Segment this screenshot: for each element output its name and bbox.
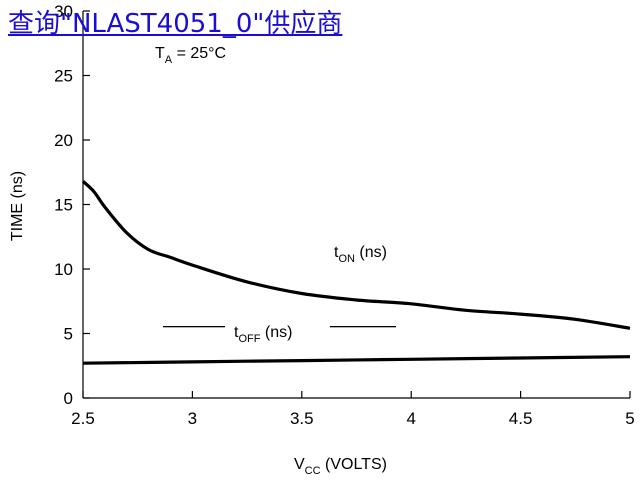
condition-annotation: TA = 25°C xyxy=(155,45,226,66)
toff-label-sub: OFF xyxy=(238,333,260,345)
x-axis-label: VCC (VOLTS) xyxy=(294,456,387,477)
x-tick-label: 2.5 xyxy=(71,409,95,428)
series-line-ton xyxy=(81,180,631,330)
series-label-toff: tOFF (ns) xyxy=(234,324,292,345)
condition-sub: A xyxy=(165,54,173,66)
y-tick-label: 15 xyxy=(54,196,73,215)
condition-main: T xyxy=(155,45,165,62)
series-label-ton: tON (ns) xyxy=(334,244,387,265)
condition-tail: = 25°C xyxy=(172,45,226,62)
y-tick-label: 0 xyxy=(64,389,73,408)
y-tick-label: 10 xyxy=(54,260,73,279)
x-tick-label: 4 xyxy=(406,409,415,428)
y-tick-label: 25 xyxy=(54,67,73,86)
x-tick-label: 3 xyxy=(188,409,197,428)
axes xyxy=(82,11,630,399)
x-tick-label: 3.5 xyxy=(290,409,314,428)
series-lines xyxy=(81,180,631,365)
x-axis-label-sub: CC xyxy=(305,465,321,477)
toff-leader-line-left xyxy=(163,326,225,328)
x-ticks: 2.5 3 3.5 4 4.5 5 xyxy=(71,391,635,428)
supplier-query-link[interactable]: 查询"NLAST4051_0"供应商 xyxy=(8,9,343,39)
x-tick-label: 4.5 xyxy=(509,409,533,428)
ton-label-main: t xyxy=(334,244,339,261)
ton-label-bg xyxy=(330,238,430,270)
toff-label-main: t xyxy=(234,324,239,341)
y-tick-label: 30 xyxy=(54,2,73,21)
y-ticks: 0 5 10 15 20 25 30 xyxy=(54,2,90,408)
toff-leader-line-right xyxy=(330,326,396,328)
toff-label-tail: (ns) xyxy=(260,324,292,341)
ton-label-tail: (ns) xyxy=(355,244,387,261)
x-axis-label-tail: (VOLTS) xyxy=(321,456,387,473)
x-axis-label-main: V xyxy=(294,456,305,473)
x-tick-label: 5 xyxy=(625,409,634,428)
y-tick-label: 5 xyxy=(64,325,73,344)
y-tick-label: 20 xyxy=(54,131,73,150)
series-line-toff xyxy=(82,355,631,365)
y-axis-label: TIME (ns) xyxy=(9,171,26,241)
ton-label-sub: ON xyxy=(338,253,355,265)
